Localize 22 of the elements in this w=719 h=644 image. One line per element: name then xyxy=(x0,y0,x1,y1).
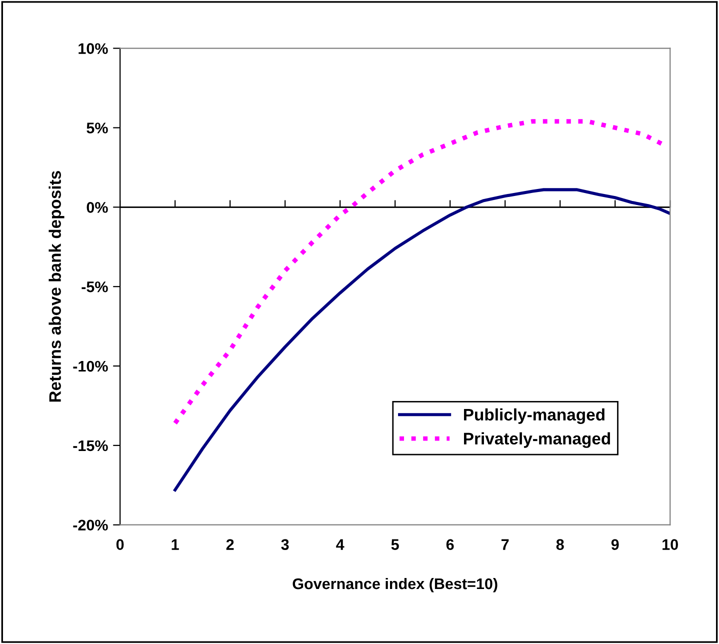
x-tick-label: 1 xyxy=(172,539,179,550)
x-tick-label: 9 xyxy=(611,539,619,550)
y-tick-label: 10% xyxy=(78,43,108,54)
legend-label: Publicly-managed xyxy=(464,408,604,424)
x-axis-title: Governance index (Best=10) xyxy=(292,578,498,592)
y-tick-label: -5% xyxy=(82,281,108,292)
y-tick-label: 0% xyxy=(86,202,108,213)
y-tick-label: -15% xyxy=(73,440,108,452)
legend-label: Privately-managed xyxy=(464,432,610,448)
y-tick-label: -10% xyxy=(73,360,108,372)
x-tick-label: 4 xyxy=(336,539,344,550)
x-tick-label: 10 xyxy=(662,539,678,550)
y-axis-title: Returns above bank deposits xyxy=(48,171,64,402)
x-tick-label: 2 xyxy=(226,539,234,550)
y-tick-label: -20% xyxy=(73,520,108,531)
y-tick-label: 5% xyxy=(86,122,108,134)
x-tick-label: 7 xyxy=(502,539,509,550)
x-tick-label: 3 xyxy=(281,539,289,550)
x-tick-label: 5 xyxy=(391,539,399,550)
x-tick-label: 8 xyxy=(556,539,564,550)
x-tick-label: 6 xyxy=(446,539,454,550)
x-tick-label: 0 xyxy=(116,539,124,550)
